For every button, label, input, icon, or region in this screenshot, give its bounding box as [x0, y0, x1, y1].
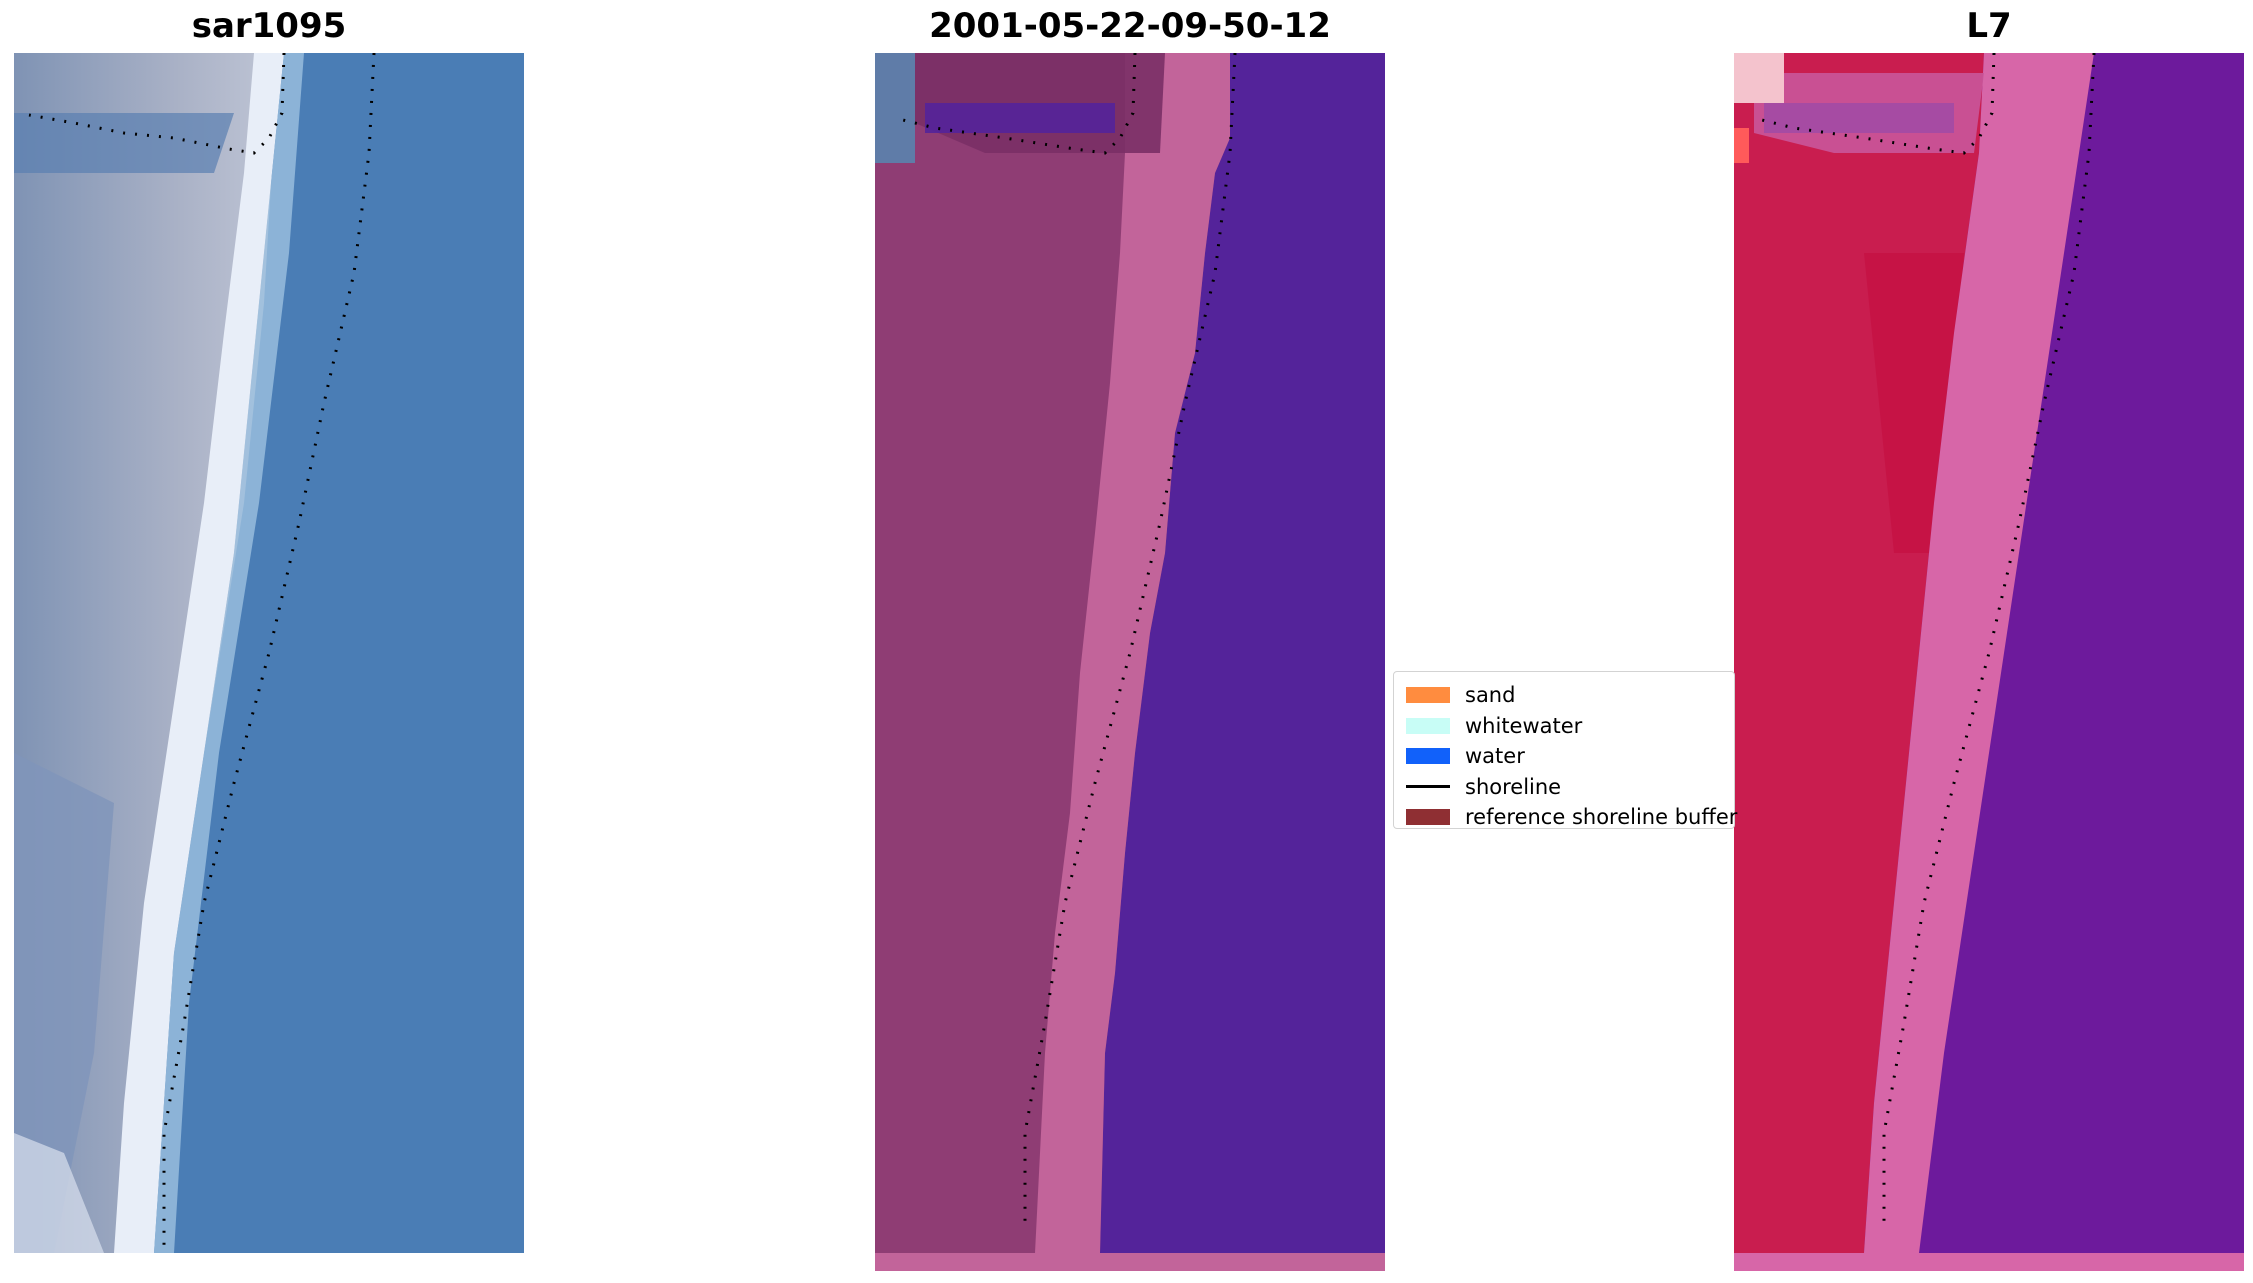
rgb-image: [14, 53, 524, 1253]
panel-title-satellite: L7: [1966, 6, 2012, 46]
panel-title-classification: 2001-05-22-09-50-12: [929, 6, 1331, 46]
classification-image: [875, 53, 1385, 1271]
legend-item-buffer: reference shoreline buffer: [1400, 802, 1738, 833]
legend-label-water: water: [1465, 744, 1525, 769]
legend: sand whitewater water shoreline referenc…: [1393, 671, 1737, 829]
legend-item-shoreline: shoreline: [1400, 772, 1734, 803]
classification-panel: [875, 53, 1385, 1271]
whitewater-swatch: [1406, 717, 1450, 734]
legend-label-shoreline: shoreline: [1465, 774, 1562, 799]
panel-title-rgb: sar1095: [191, 6, 347, 46]
satellite-index-panel: [1734, 53, 2244, 1271]
legend-label-buffer: reference shoreline buffer: [1465, 805, 1738, 830]
sand-swatch: [1406, 687, 1450, 704]
satellite-index-image: [1734, 53, 2244, 1271]
legend-item-water: water: [1400, 741, 1734, 772]
legend-label-sand: sand: [1465, 683, 1516, 708]
shoreline-swatch: [1406, 785, 1450, 789]
legend-item-sand: sand: [1400, 680, 1734, 711]
legend-label-whitewater: whitewater: [1465, 713, 1583, 738]
buffer-swatch: [1406, 809, 1450, 826]
water-swatch: [1406, 748, 1450, 765]
legend-item-whitewater: whitewater: [1400, 711, 1734, 742]
rgb-image-panel: [14, 53, 524, 1253]
